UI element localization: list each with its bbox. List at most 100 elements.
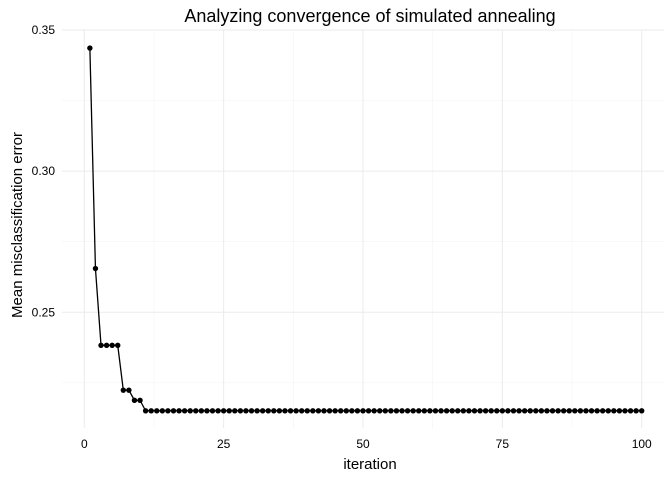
data-point bbox=[198, 408, 205, 414]
data-point bbox=[566, 408, 572, 414]
data-point bbox=[588, 408, 595, 414]
data-point bbox=[232, 408, 238, 414]
data-point bbox=[259, 408, 266, 414]
data-point bbox=[627, 408, 634, 414]
data-point bbox=[599, 408, 606, 414]
x-tick-label: 50 bbox=[356, 437, 370, 451]
data-point bbox=[159, 408, 166, 414]
data-point bbox=[321, 408, 327, 414]
x-axis-title: iteration bbox=[343, 456, 396, 473]
data-point bbox=[471, 408, 478, 414]
data-point bbox=[243, 408, 249, 414]
data-point bbox=[460, 408, 467, 414]
data-point bbox=[516, 408, 522, 414]
y-tick-label: 0.25 bbox=[32, 305, 56, 319]
y-axis-ticks: 0.25 0.30 0.35 bbox=[32, 23, 56, 319]
data-point bbox=[349, 408, 355, 414]
data-point bbox=[204, 408, 210, 414]
data-point bbox=[549, 408, 556, 414]
data-point bbox=[220, 408, 227, 414]
data-point bbox=[432, 408, 439, 414]
data-point bbox=[482, 408, 489, 414]
data-point bbox=[87, 45, 93, 51]
data-point bbox=[165, 408, 171, 414]
data-point bbox=[120, 387, 127, 393]
data-point bbox=[293, 408, 299, 414]
series-error bbox=[87, 45, 645, 414]
data-point bbox=[404, 408, 411, 414]
data-point bbox=[388, 408, 394, 414]
data-point bbox=[187, 408, 193, 414]
data-point bbox=[92, 265, 99, 272]
data-point bbox=[488, 408, 494, 414]
data-point bbox=[254, 408, 260, 414]
data-point bbox=[438, 408, 444, 414]
series-line bbox=[89, 48, 642, 412]
data-point bbox=[466, 408, 472, 414]
data-point bbox=[455, 408, 461, 414]
data-point bbox=[215, 408, 221, 414]
data-point bbox=[560, 408, 567, 414]
data-point bbox=[176, 408, 182, 414]
data-point bbox=[148, 408, 154, 414]
data-point bbox=[276, 408, 283, 414]
data-point bbox=[443, 408, 450, 414]
data-point bbox=[237, 408, 244, 414]
data-point bbox=[298, 408, 305, 414]
data-point bbox=[382, 408, 388, 414]
data-point bbox=[193, 408, 199, 414]
data-point bbox=[131, 397, 138, 404]
x-tick-label: 100 bbox=[632, 437, 652, 451]
data-point bbox=[265, 408, 271, 414]
data-point bbox=[605, 408, 611, 414]
data-point bbox=[622, 408, 628, 414]
data-point bbox=[271, 408, 277, 414]
data-point bbox=[477, 408, 483, 414]
y-tick-label: 0.35 bbox=[32, 23, 56, 37]
data-point bbox=[377, 408, 383, 414]
data-point bbox=[142, 408, 149, 414]
data-point bbox=[109, 342, 115, 348]
data-point bbox=[393, 408, 400, 414]
data-point bbox=[181, 408, 188, 414]
data-point bbox=[410, 408, 416, 414]
data-point bbox=[287, 408, 294, 414]
data-point bbox=[360, 408, 366, 414]
data-point bbox=[310, 408, 316, 414]
data-point bbox=[583, 408, 589, 414]
data-point bbox=[521, 408, 528, 414]
data-point bbox=[449, 408, 455, 414]
data-point bbox=[421, 408, 428, 414]
data-point bbox=[126, 387, 132, 393]
data-point bbox=[399, 408, 405, 414]
data-point bbox=[98, 342, 104, 348]
data-point bbox=[639, 408, 645, 414]
data-point bbox=[633, 408, 639, 414]
data-point bbox=[304, 408, 310, 414]
y-axis-title: Mean misclassification error bbox=[9, 132, 26, 318]
data-point bbox=[343, 408, 349, 414]
data-point bbox=[616, 408, 623, 414]
data-point bbox=[499, 408, 506, 414]
data-point bbox=[226, 408, 232, 414]
data-point bbox=[103, 342, 110, 348]
y-tick-label: 0.30 bbox=[32, 164, 56, 178]
chart-title: Analyzing convergence of simulated annea… bbox=[184, 6, 555, 26]
data-point bbox=[555, 408, 561, 414]
data-point bbox=[248, 408, 255, 414]
data-point bbox=[338, 408, 344, 414]
data-point bbox=[371, 408, 377, 414]
data-point bbox=[510, 408, 517, 414]
data-point bbox=[505, 408, 511, 414]
data-point bbox=[544, 408, 550, 414]
grid bbox=[62, 29, 664, 428]
data-point bbox=[494, 408, 500, 414]
data-point bbox=[332, 408, 338, 414]
data-point bbox=[577, 408, 584, 414]
x-tick-label: 0 bbox=[81, 437, 88, 451]
data-point bbox=[538, 408, 545, 414]
x-tick-label: 25 bbox=[217, 437, 231, 451]
data-point bbox=[115, 342, 121, 348]
data-point bbox=[326, 408, 333, 414]
